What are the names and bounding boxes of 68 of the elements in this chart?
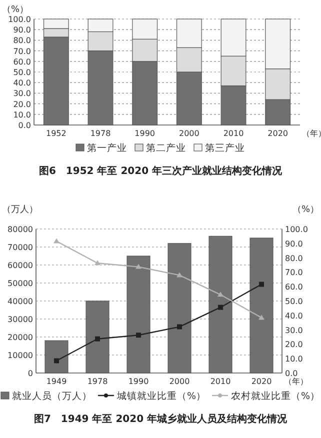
y2-tick-label: 20.0 [285,340,303,350]
y-tick-label: 20.0 [13,100,31,109]
y-tick-label: 60.0 [13,57,31,66]
x-tick-label: 1978 [87,377,108,386]
x-tick-label: 1978 [90,129,111,138]
point [218,304,223,310]
y-tick-label: 80000 [8,225,33,234]
y2-tick-label: 40.0 [285,311,303,320]
x-tick-label: 1949 [46,377,67,386]
x-tick-label: 2010 [223,129,244,138]
y-tick-label: 0 [28,369,33,378]
y2-tick-label: 80.0 [285,254,303,263]
y2-axis-title: （%） [292,205,319,215]
legend-label: 就业人员（万人） [12,390,92,402]
point [136,264,142,269]
y-tick-label: 10000 [8,351,33,360]
legend-label: 第三产业 [205,142,245,154]
y2-tick-label: 70.0 [285,268,303,278]
point [259,282,264,287]
x-tick-label: 1990 [134,129,156,138]
point [94,260,100,266]
legend-label: 第一产业 [87,142,127,154]
y-tick-label: 50000 [8,279,33,288]
point [177,324,182,330]
y2-tick-label: 0.0 [285,369,298,378]
x-tick-label: 2020 [268,129,288,138]
x-tick-label: 1952 [46,129,66,138]
y2-tick-label: 50.0 [285,297,303,306]
y-tick-label: 70000 [8,243,33,252]
text: 图7 1949 年至 2020 年城乡就业人员及结构变化情况 [34,413,288,425]
y-tick-label: 20000 [8,333,33,342]
y-tick-label: 40000 [8,297,33,306]
x-tick-label: 2010 [210,377,231,386]
y2-tick-label: 60.0 [285,282,303,292]
x-axis-title: （年） [302,129,321,138]
y-axis-title: （%） [2,5,29,15]
y2-tick-label: 30.0 [285,326,303,335]
x-tick-label: 2000 [178,129,200,138]
y-tick-label: 30000 [8,315,33,324]
y-tick-label: 30.0 [13,89,31,98]
point [95,336,100,342]
y-tick-label: 0.0 [18,121,31,130]
point [176,272,182,278]
point [218,292,224,297]
x-tick-label: 1990 [128,377,149,386]
y-tick-label: 50.0 [13,68,31,77]
y-tick-label: 70.0 [13,46,31,56]
y2-tick-label: 100.0 [285,225,308,234]
y-tick-label: 90.0 [13,26,31,35]
point [136,332,141,338]
y2-tick-label: 90.0 [285,239,303,248]
y-tick-label: 80.0 [13,36,31,46]
x-tick-label: 2000 [169,377,190,386]
point [54,358,59,364]
y-tick-label: 40.0 [13,78,31,88]
y2-tick-label: 10.0 [285,354,303,364]
text: 图6 1952 年至 2020 年三次产业就业结构变化情况 [38,165,284,177]
legend-label: 农村就业比重（%） [231,390,320,402]
point [54,238,60,244]
legend-label: 第二产业 [146,142,186,154]
y-tick-label: 60000 [8,261,33,270]
y-tick-label: 10.0 [13,110,31,120]
y-axis-title: （万人） [2,204,38,215]
y-tick-label: 100.0 [8,15,31,24]
legend-label: 城镇就业比重（%） [116,390,206,402]
x-tick-label: 2020 [251,377,272,386]
x-axis-title: （年） [284,377,308,386]
point [258,314,264,320]
